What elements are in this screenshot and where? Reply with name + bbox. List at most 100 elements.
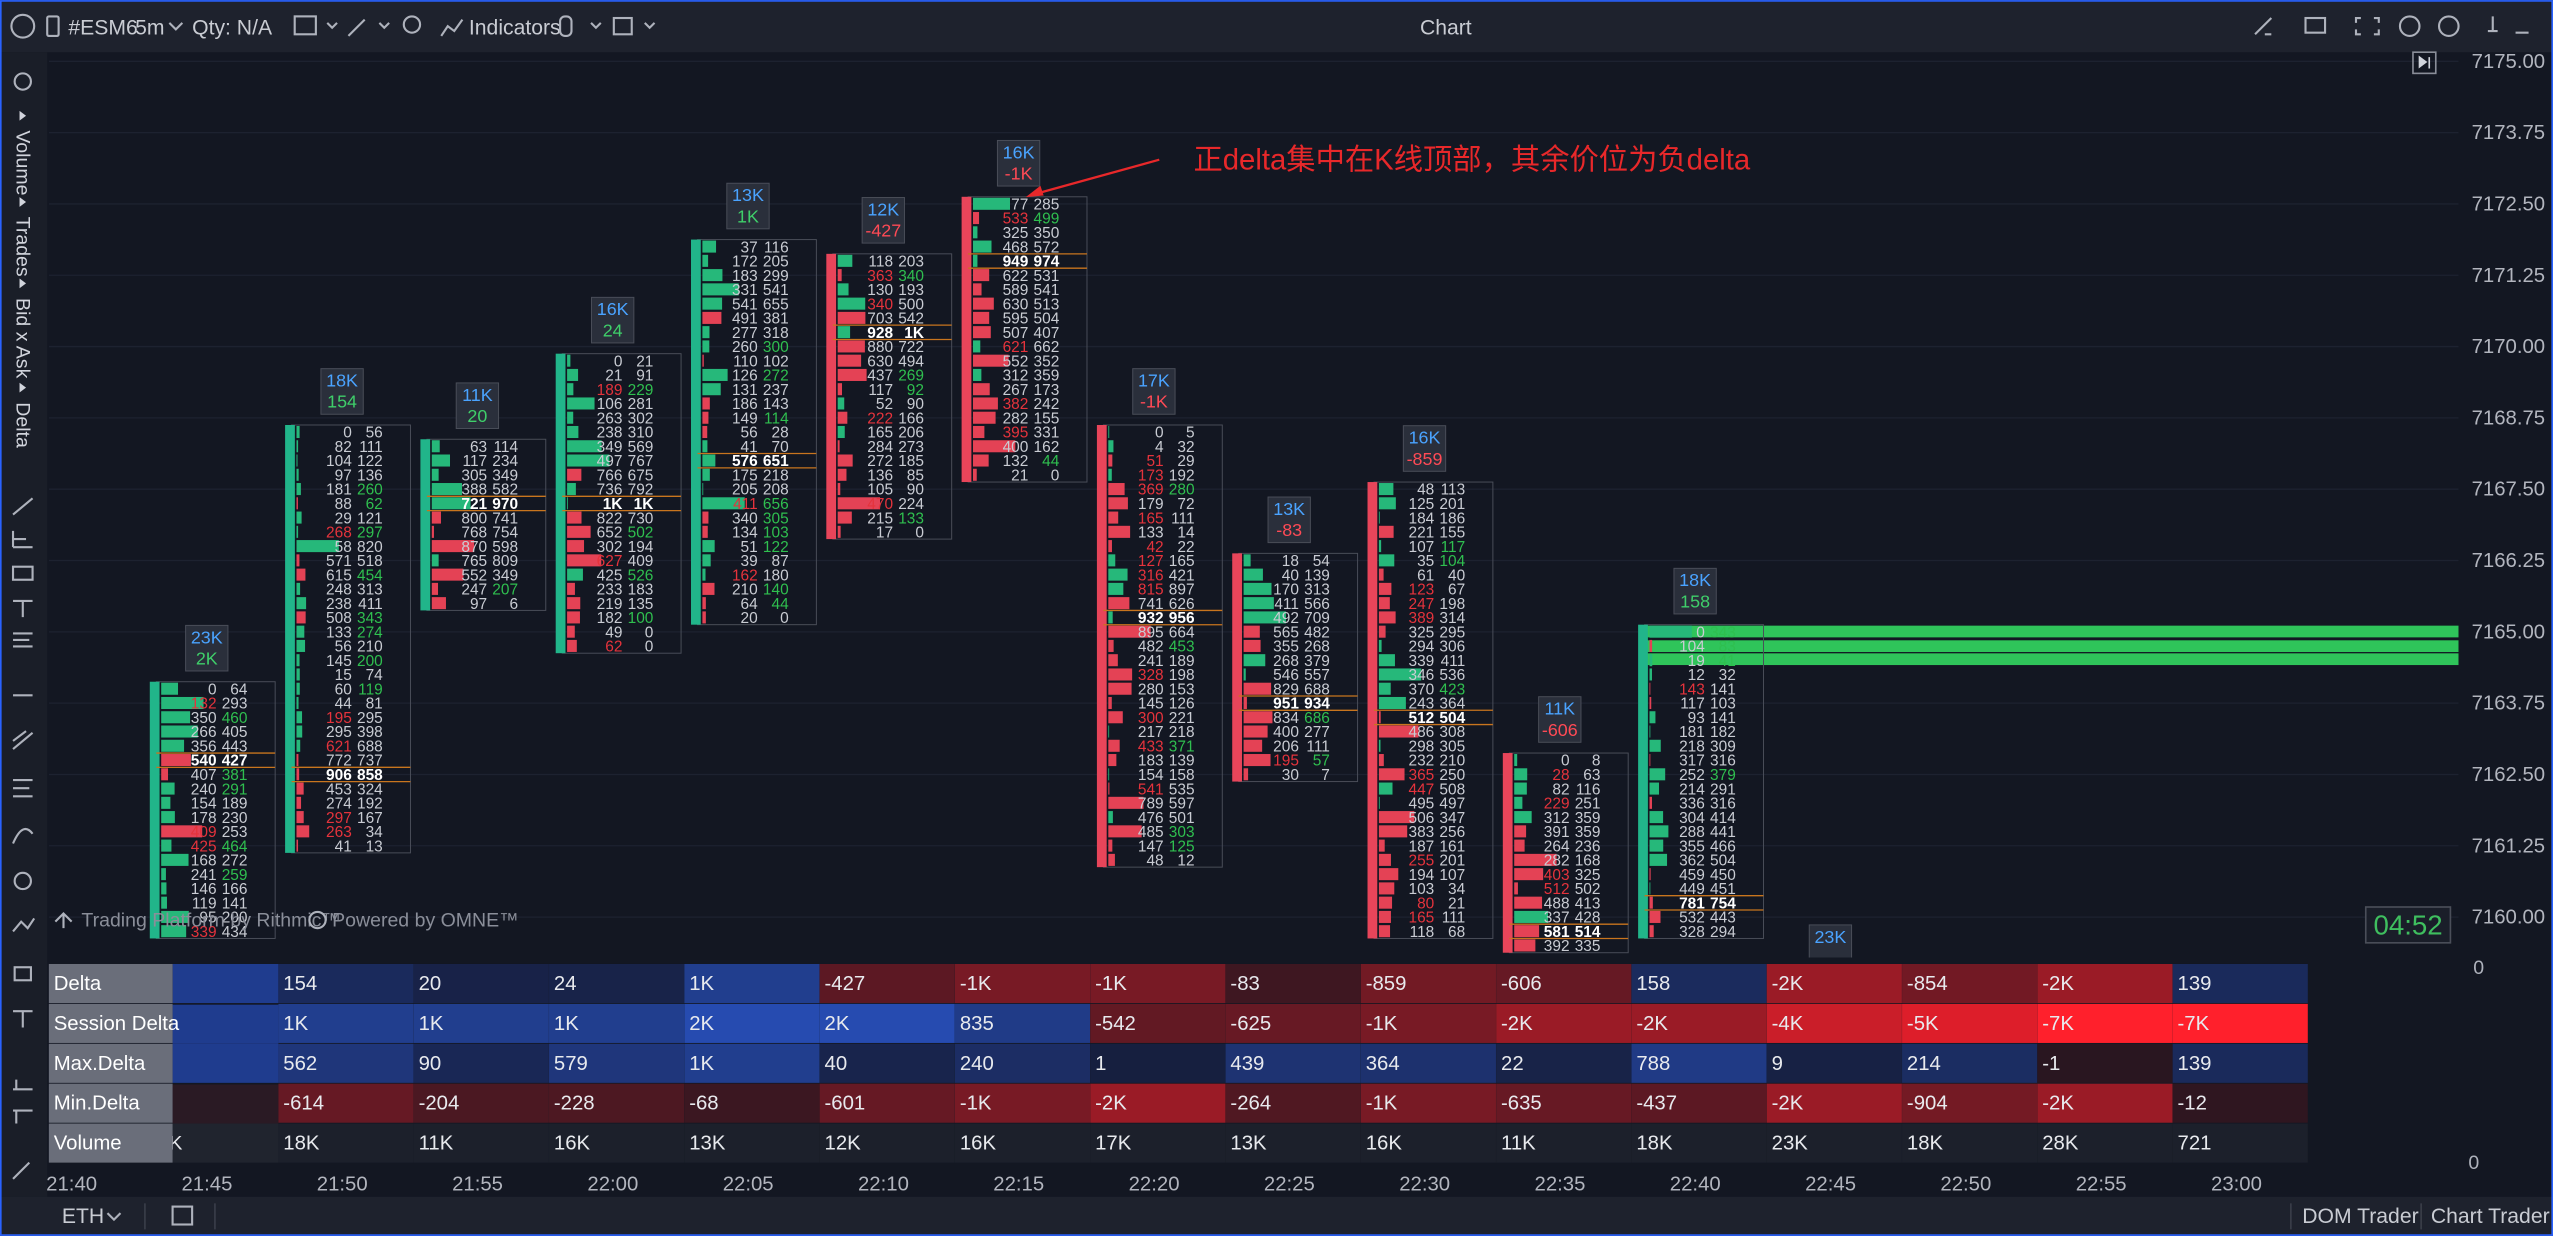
symbol[interactable]: #ESM6 <box>68 16 137 39</box>
fib-tool[interactable] <box>13 632 33 648</box>
expand-arrow[interactable] <box>19 382 27 393</box>
dom-trader-button[interactable]: DOM Trader <box>2302 1205 2418 1228</box>
ask-volume: 125 <box>1169 838 1195 855</box>
table-cell-text: -7K <box>2178 1013 2210 1035</box>
settings-icon[interactable] <box>13 72 32 91</box>
delta-bar <box>973 269 990 282</box>
panel-tab[interactable]: Trades <box>11 217 33 277</box>
delta-bar <box>837 411 848 424</box>
interval[interactable]: 5m <box>135 16 164 39</box>
candle-body <box>1096 424 1107 868</box>
ask-volume: 224 <box>898 496 924 513</box>
sort-tool[interactable] <box>13 1109 33 1124</box>
layout-icon[interactable] <box>612 16 633 36</box>
ask-volume: 133 <box>898 510 924 527</box>
camera-icon[interactable] <box>2304 16 2327 34</box>
app-logo[interactable] <box>10 13 36 39</box>
delta-bar <box>1108 454 1113 467</box>
text-tool[interactable] <box>13 599 33 618</box>
tool-icon[interactable] <box>559 15 573 37</box>
rect-tool[interactable] <box>11 565 34 581</box>
ask-volume: 313 <box>1304 582 1330 599</box>
indicators-button[interactable]: Indicators <box>469 16 561 39</box>
delta-bar <box>973 454 989 467</box>
table-cell-text: 364 <box>1366 1053 1400 1075</box>
dropdown[interactable] <box>168 22 184 31</box>
ask-volume: 250 <box>1439 767 1465 784</box>
bid-volume: 217 <box>1138 724 1164 741</box>
eraser-tool[interactable] <box>12 1161 31 1180</box>
help-icon[interactable] <box>2398 15 2421 37</box>
panel-tab[interactable]: Volume <box>11 130 33 195</box>
delta-bar <box>973 197 1011 210</box>
bid-volume: 437 <box>867 368 893 385</box>
annotation-arrow <box>1035 158 1160 195</box>
delta-bar <box>1378 582 1392 595</box>
delta-bar <box>567 639 577 652</box>
bid-volume: 298 <box>1408 738 1434 755</box>
fullscreen-icon[interactable] <box>2354 16 2380 36</box>
ask-volume: 541 <box>763 282 789 299</box>
delta-bar <box>1108 497 1128 510</box>
window-controls <box>2254 15 2529 37</box>
curve-tool[interactable] <box>12 827 34 844</box>
candle-header <box>996 139 1041 187</box>
settings-icon[interactable] <box>2437 15 2460 37</box>
zoom-icon[interactable] <box>402 15 422 34</box>
panel-tab[interactable]: Bid x Ask <box>11 298 33 379</box>
time-label: 22:10 <box>858 1173 909 1195</box>
bid-volume: 304 <box>1679 810 1705 827</box>
session-selector[interactable]: ETH <box>62 1205 104 1228</box>
sidebar <box>0 52 48 1197</box>
bid-volume: 288 <box>1679 824 1705 841</box>
delta-bar <box>837 354 862 367</box>
link-icon[interactable] <box>46 15 60 37</box>
bid-volume: 316 <box>1138 567 1164 584</box>
delta-bar <box>1649 882 1651 895</box>
line-tool[interactable] <box>12 497 34 516</box>
bid-volume: 411 <box>1274 596 1299 613</box>
quantity[interactable]: Qty: N/A <box>192 16 273 39</box>
ask-volume: 259 <box>222 867 248 884</box>
delta-bar <box>1649 682 1651 695</box>
bid-volume: 118 <box>1410 924 1435 941</box>
bid-volume: 30 <box>1282 767 1299 784</box>
scroll-to-end[interactable] <box>2412 51 2437 75</box>
ask-volume: 407 <box>1034 325 1060 342</box>
collapse-icon[interactable] <box>2254 17 2273 36</box>
group-tool[interactable] <box>13 966 32 982</box>
ask-volume: 139 <box>1304 567 1330 584</box>
expand-arrow[interactable] <box>19 197 27 207</box>
expand-arrow[interactable] <box>19 278 27 289</box>
ask-volume: 340 <box>898 268 924 285</box>
ask-volume: 192 <box>357 796 383 813</box>
sort-tool[interactable] <box>13 1079 33 1091</box>
pin-icon[interactable] <box>2487 16 2498 33</box>
ask-volume: 675 <box>628 467 654 484</box>
panel-tab[interactable]: Delta <box>11 402 33 448</box>
calendar-icon[interactable] <box>171 1205 194 1226</box>
channel-tool[interactable] <box>12 730 34 750</box>
indicators-icon[interactable] <box>440 19 464 37</box>
table-cell-text: 24 <box>554 973 577 995</box>
delta-bar <box>973 368 982 381</box>
pattern-tool[interactable] <box>12 917 36 933</box>
chart-type-icon[interactable] <box>293 15 317 36</box>
text-tool[interactable] <box>13 1010 33 1028</box>
ray-tool[interactable] <box>11 530 33 549</box>
delta-bar <box>1108 839 1113 852</box>
time-label: 22:20 <box>1129 1173 1180 1195</box>
table-cell-text: 22 <box>1501 1053 1524 1075</box>
draw-icon[interactable] <box>347 18 366 37</box>
delta-bar <box>1108 483 1125 496</box>
magnet-tool[interactable] <box>13 871 32 891</box>
levels-tool[interactable] <box>13 778 33 798</box>
expand-arrow[interactable] <box>19 110 27 121</box>
delta-bar <box>567 368 579 381</box>
chart-trader-button[interactable]: Chart Trader <box>2431 1205 2550 1228</box>
candle-delta: 158 <box>1680 591 1710 611</box>
ask-volume: 651 <box>763 453 789 470</box>
table-cell <box>1902 1003 2038 1043</box>
ask-volume: 308 <box>1439 724 1465 741</box>
delta-bar <box>837 326 851 339</box>
